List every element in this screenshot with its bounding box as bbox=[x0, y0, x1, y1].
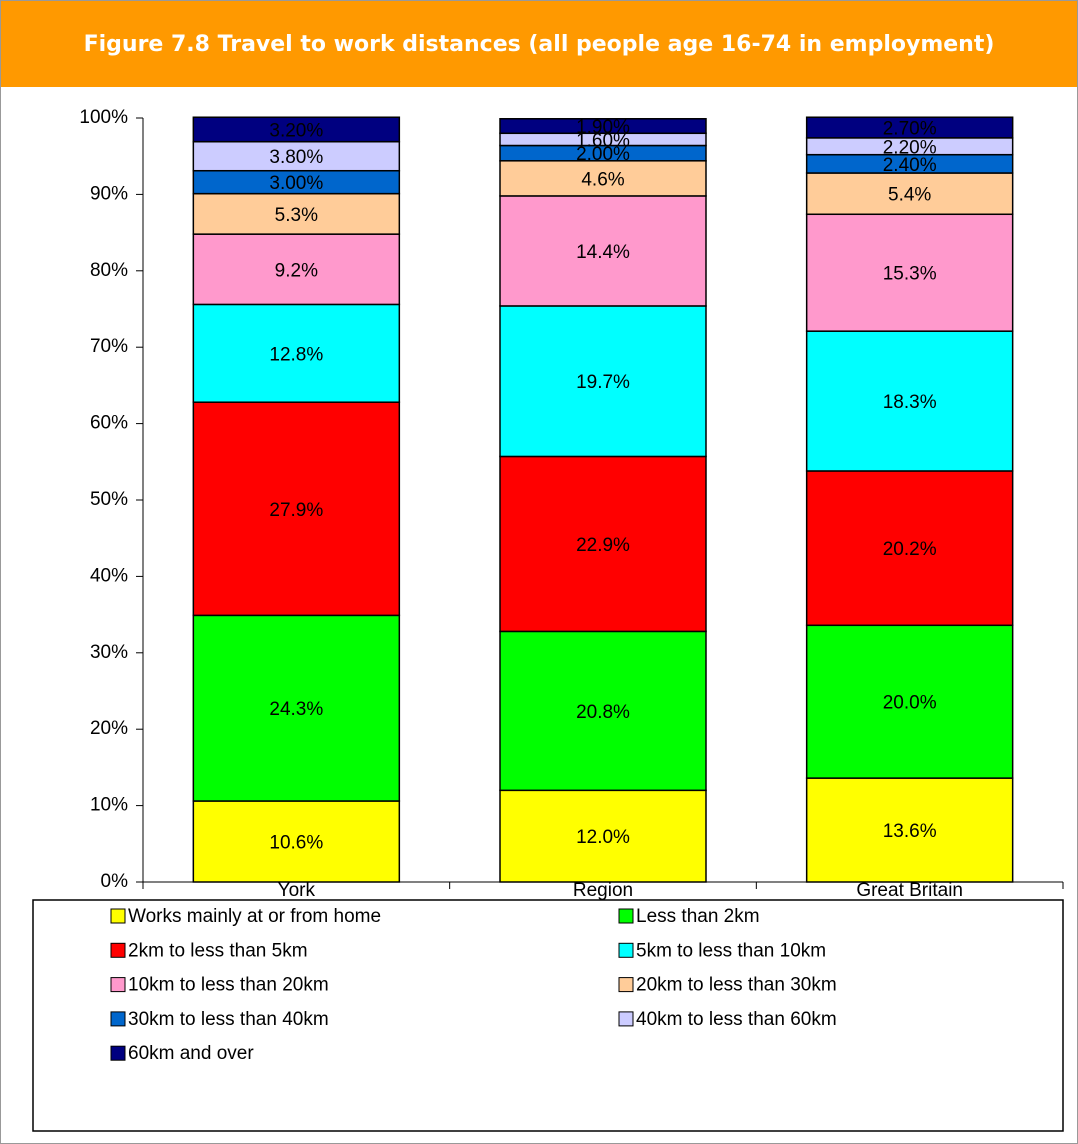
data-label: 22.9% bbox=[576, 535, 630, 556]
data-label: 5.4% bbox=[888, 185, 931, 206]
legend-label: 60km and over bbox=[128, 1043, 254, 1064]
bar-segment bbox=[192, 116, 401, 143]
bar-segment bbox=[499, 630, 707, 792]
legend-swatch bbox=[110, 1011, 126, 1027]
legend-label: Less than 2km bbox=[636, 906, 760, 927]
legend-label: 5km to less than 10km bbox=[636, 940, 826, 961]
bar-segment bbox=[805, 470, 1014, 627]
legend-swatch bbox=[618, 1011, 634, 1027]
data-label: 15.3% bbox=[883, 264, 937, 285]
y-tick-label: 40% bbox=[90, 565, 128, 586]
y-tick-label: 30% bbox=[90, 642, 128, 663]
bar-segment bbox=[499, 455, 707, 633]
y-tick-label: 60% bbox=[90, 413, 128, 434]
data-label: 4.6% bbox=[581, 169, 624, 190]
x-tick-label: York bbox=[278, 880, 316, 901]
data-label: 9.2% bbox=[275, 260, 318, 281]
data-label: 27.9% bbox=[269, 500, 323, 521]
data-label: 2.20% bbox=[883, 137, 937, 158]
y-tick-label: 0% bbox=[101, 871, 129, 892]
data-label: 12.8% bbox=[269, 344, 323, 365]
bar-segment bbox=[805, 624, 1014, 779]
legend-swatch bbox=[110, 942, 126, 958]
x-tick-label: Region bbox=[573, 880, 633, 901]
data-label: 3.20% bbox=[269, 120, 323, 141]
data-label: 1.60% bbox=[576, 130, 630, 151]
data-label: 2.70% bbox=[883, 119, 937, 140]
legend bbox=[32, 899, 1064, 1132]
bar-segment bbox=[499, 118, 707, 135]
y-tick-label: 10% bbox=[90, 795, 128, 816]
y-tick-label: 20% bbox=[90, 718, 128, 739]
legend-swatch bbox=[110, 1045, 126, 1061]
data-label: 20.8% bbox=[576, 702, 630, 723]
bar-segment bbox=[805, 330, 1014, 472]
bar-segment bbox=[192, 303, 401, 403]
data-label: 10.6% bbox=[269, 833, 323, 854]
data-label: 20.0% bbox=[883, 693, 937, 714]
header bbox=[1, 1, 1077, 87]
legend-swatch bbox=[618, 908, 634, 924]
bar-segment bbox=[805, 172, 1014, 216]
data-label: 2.00% bbox=[576, 144, 630, 165]
y-tick-label: 70% bbox=[90, 336, 128, 357]
data-label: 20.2% bbox=[883, 539, 937, 560]
bar-segment bbox=[499, 305, 707, 458]
legend-label: Works mainly at or from home bbox=[128, 906, 381, 927]
legend-label: 40km to less than 60km bbox=[636, 1009, 837, 1030]
legend-label: 30km to less than 40km bbox=[128, 1009, 329, 1030]
data-label: 1.90% bbox=[576, 117, 630, 138]
data-label: 14.4% bbox=[576, 242, 630, 263]
bar-segment bbox=[805, 116, 1014, 139]
bar-segment bbox=[499, 195, 707, 307]
x-tick-label: Great Britain bbox=[856, 880, 963, 901]
y-tick-label: 90% bbox=[90, 183, 128, 204]
chart-title: Figure 7.8 Travel to work distances (all… bbox=[84, 32, 995, 57]
data-label: 19.7% bbox=[576, 372, 630, 393]
legend-swatch bbox=[618, 977, 634, 993]
bar-segment bbox=[805, 213, 1014, 332]
legend-swatch bbox=[618, 942, 634, 958]
legend-label: 10km to less than 20km bbox=[128, 975, 329, 996]
bar-segment bbox=[192, 233, 401, 306]
legend-swatch bbox=[110, 908, 126, 924]
data-label: 24.3% bbox=[269, 699, 323, 720]
data-label: 5.3% bbox=[275, 205, 318, 226]
data-label: 18.3% bbox=[883, 392, 937, 413]
data-label: 13.6% bbox=[883, 821, 937, 842]
bar-segment bbox=[192, 401, 401, 617]
y-tick-label: 80% bbox=[90, 260, 128, 281]
bar-segment bbox=[499, 160, 707, 197]
legend-label: 2km to less than 5km bbox=[128, 940, 308, 961]
legend-swatch bbox=[110, 977, 126, 993]
legend-label: 20km to less than 30km bbox=[636, 975, 837, 996]
data-label: 3.80% bbox=[269, 147, 323, 168]
bar-segment bbox=[192, 140, 401, 172]
y-tick-label: 100% bbox=[79, 107, 128, 128]
bar-segment bbox=[192, 192, 401, 235]
data-label: 2.40% bbox=[883, 155, 937, 176]
y-tick-label: 50% bbox=[90, 489, 128, 510]
data-label: 3.00% bbox=[269, 173, 323, 194]
data-label: 12.0% bbox=[576, 827, 630, 848]
